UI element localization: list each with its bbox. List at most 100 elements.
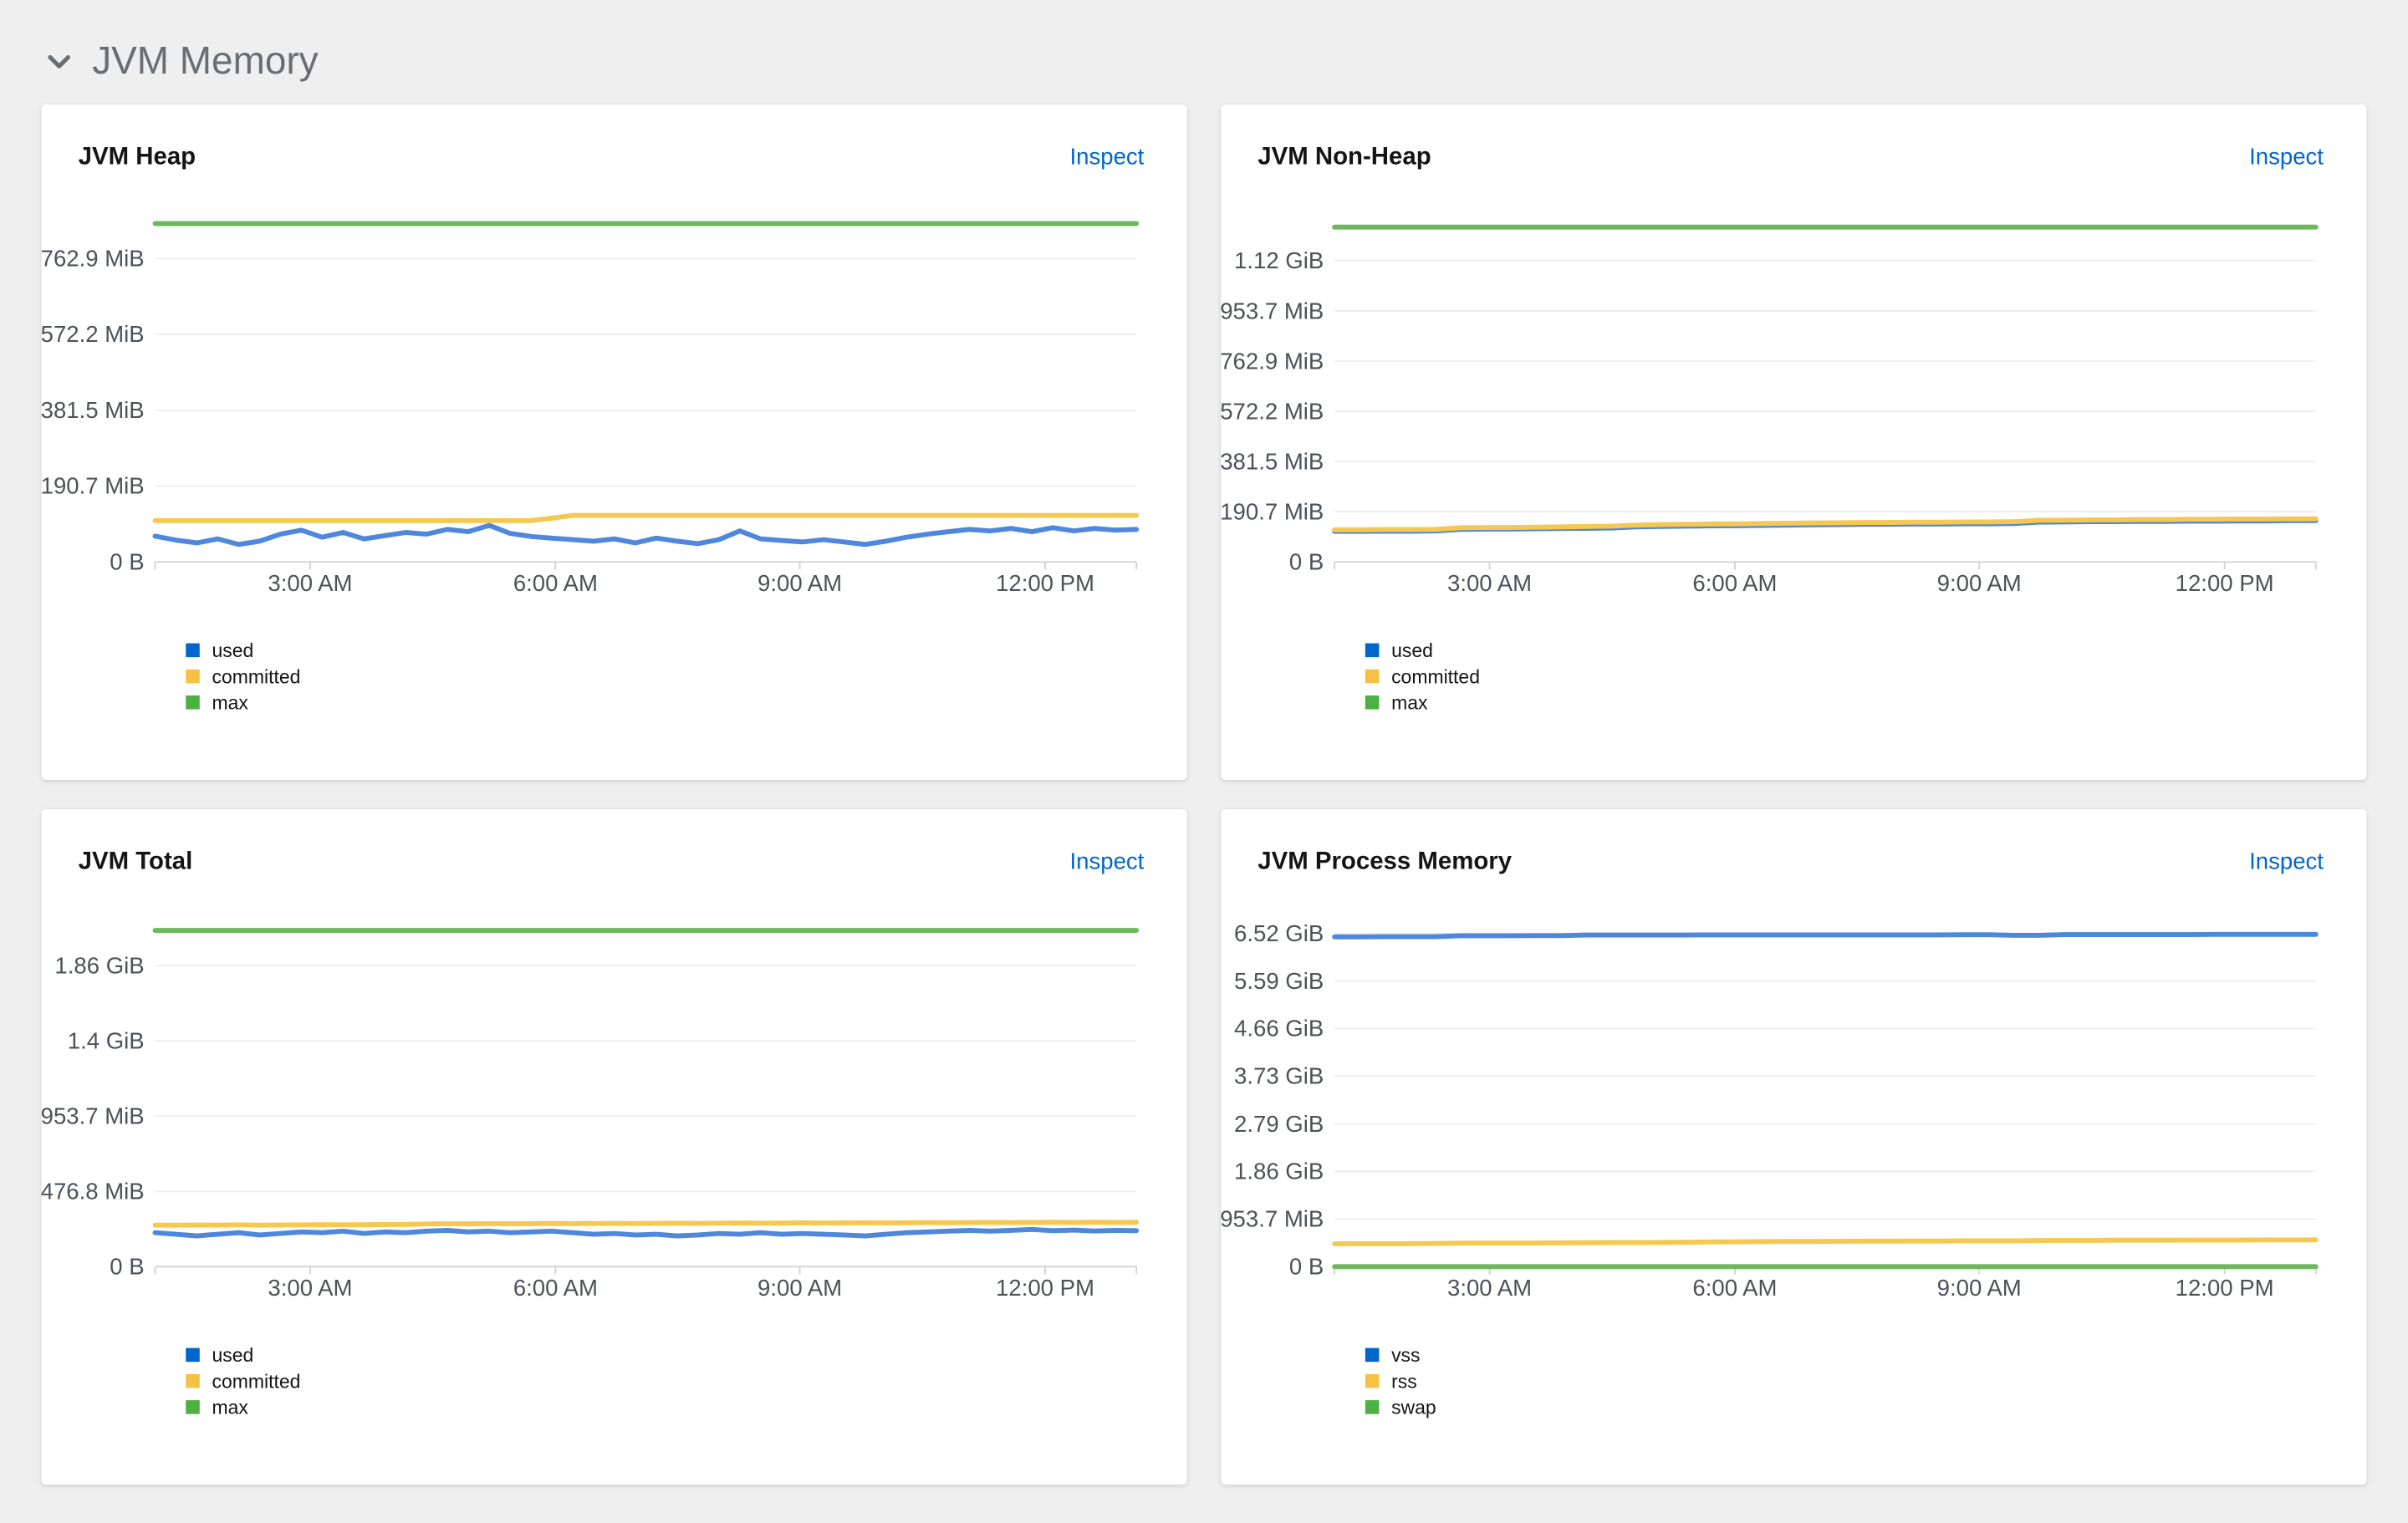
legend-label: committed: [212, 665, 301, 687]
svg-text:12:00 PM: 12:00 PM: [996, 570, 1094, 596]
legend-label: rss: [1391, 1370, 1417, 1392]
svg-text:6:00 AM: 6:00 AM: [1692, 1275, 1777, 1301]
legend-item: committed: [1365, 663, 2367, 689]
card-jvm-total: JVM Total Inspect 0 B 476.8 MiB 953.7 MiB 1…: [41, 808, 1187, 1485]
chart-legend: used committed max: [186, 637, 1187, 716]
legend-label: max: [212, 1396, 248, 1419]
inspect-link[interactable]: Inspect: [2249, 848, 2324, 875]
legend-item: max: [186, 690, 1187, 716]
jvm-total-chart: 0 B 476.8 MiB 953.7 MiB 1.4 GiB 1.86 GiB 3:00…: [42, 928, 1140, 1301]
section-toggle-jvm-memory[interactable]: JVM Memory: [46, 40, 319, 84]
legend-swatch-used: [186, 643, 200, 658]
legend-label: used: [212, 1344, 254, 1366]
svg-text:190.7 MiB: 190.7 MiB: [1221, 498, 1324, 524]
svg-text:476.8 MiB: 476.8 MiB: [42, 1178, 145, 1204]
card-title: JVM Process Memory: [1258, 848, 1513, 875]
svg-text:762.9 MiB: 762.9 MiB: [42, 245, 145, 271]
svg-text:0 B: 0 B: [110, 548, 144, 574]
legend-label: committed: [1391, 665, 1480, 687]
legend-label: committed: [212, 1370, 301, 1392]
legend-item: committed: [186, 663, 1187, 689]
svg-text:2.79 GiB: 2.79 GiB: [1234, 1111, 1324, 1137]
legend-item: used: [186, 1342, 1187, 1368]
svg-text:572.2 MiB: 572.2 MiB: [1221, 398, 1324, 424]
legend-item: rss: [1365, 1368, 2367, 1394]
legend-swatch-committed: [186, 669, 200, 684]
legend-label: max: [1391, 691, 1428, 714]
card-jvm-non-heap: JVM Non-Heap Inspect 0 B 190.7 MiB 381.5 M…: [1221, 104, 2367, 781]
legend-swatch-committed: [1365, 669, 1380, 684]
legend-item: max: [186, 1394, 1187, 1420]
svg-text:190.7 MiB: 190.7 MiB: [42, 473, 145, 499]
card-header: JVM Process Memory Inspect: [1221, 809, 2366, 877]
card-title: JVM Non-Heap: [1258, 144, 1431, 171]
svg-text:3:00 AM: 3:00 AM: [268, 1275, 352, 1301]
svg-text:12:00 PM: 12:00 PM: [2176, 570, 2274, 596]
legend-swatch-max: [186, 695, 200, 710]
inspect-link[interactable]: Inspect: [1069, 848, 1145, 875]
card-header: JVM Total Inspect: [42, 809, 1187, 877]
svg-text:6:00 AM: 6:00 AM: [513, 570, 598, 596]
legend-item: max: [1365, 690, 2367, 716]
svg-text:4.66 GiB: 4.66 GiB: [1234, 1016, 1324, 1042]
svg-text:953.7 MiB: 953.7 MiB: [1221, 298, 1324, 323]
svg-text:5.59 GiB: 5.59 GiB: [1234, 968, 1324, 994]
svg-text:9:00 AM: 9:00 AM: [758, 1275, 842, 1301]
chart-card-grid: JVM Heap Inspect 0 B 190.7 MiB 381.5 MiB 57…: [41, 104, 2367, 1485]
svg-text:6:00 AM: 6:00 AM: [1692, 570, 1777, 596]
legend-swatch-rss: [1365, 1373, 1380, 1388]
card-jvm-process-memory: JVM Process Memory Inspect 0 B 953.7 MiB 1…: [1221, 808, 2367, 1485]
legend-label: max: [212, 691, 248, 714]
card-header: JVM Non-Heap Inspect: [1221, 104, 2366, 172]
inspect-link[interactable]: Inspect: [1069, 144, 1145, 171]
svg-text:953.7 MiB: 953.7 MiB: [1221, 1206, 1324, 1232]
svg-text:572.2 MiB: 572.2 MiB: [42, 321, 145, 347]
legend-swatch-used: [1365, 643, 1380, 658]
jvm-process-memory-chart: 0 B 953.7 MiB 1.86 GiB 2.79 GiB 3.73 GiB 4.66…: [1221, 920, 2319, 1301]
svg-text:0 B: 0 B: [1289, 548, 1324, 574]
chart-legend: vss rss swap: [1365, 1342, 2367, 1420]
svg-text:9:00 AM: 9:00 AM: [1937, 1275, 2022, 1301]
chart-legend: used committed max: [1365, 637, 2367, 716]
angle-down-icon: [48, 54, 70, 69]
legend-swatch-committed: [186, 1373, 200, 1388]
svg-text:381.5 MiB: 381.5 MiB: [1221, 448, 1324, 474]
legend-item: vss: [1365, 1342, 2367, 1368]
legend-item: used: [1365, 637, 2367, 663]
svg-text:6:00 AM: 6:00 AM: [513, 1275, 598, 1301]
svg-text:953.7 MiB: 953.7 MiB: [42, 1103, 145, 1128]
legend-swatch-vss: [1365, 1347, 1380, 1363]
legend-item: committed: [186, 1368, 1187, 1394]
jvm-heap-chart: 0 B 190.7 MiB 381.5 MiB 572.2 MiB 762.9 MiB 3…: [42, 221, 1140, 596]
svg-text:1.86 GiB: 1.86 GiB: [54, 952, 144, 978]
svg-text:6.52 GiB: 6.52 GiB: [1234, 920, 1324, 946]
svg-text:12:00 PM: 12:00 PM: [2176, 1275, 2274, 1301]
svg-text:1.86 GiB: 1.86 GiB: [1234, 1159, 1324, 1184]
svg-text:762.9 MiB: 762.9 MiB: [1221, 348, 1324, 374]
svg-text:0 B: 0 B: [110, 1253, 144, 1279]
legend-swatch-swap: [1365, 1400, 1380, 1414]
legend-swatch-max: [1365, 695, 1380, 710]
card-header: JVM Heap Inspect: [42, 104, 1187, 172]
svg-text:9:00 AM: 9:00 AM: [1937, 570, 2022, 596]
svg-text:0 B: 0 B: [1289, 1253, 1324, 1279]
svg-text:1.4 GiB: 1.4 GiB: [68, 1027, 145, 1053]
svg-text:381.5 MiB: 381.5 MiB: [42, 397, 145, 423]
jvm-non-heap-chart: 0 B 190.7 MiB 381.5 MiB 572.2 MiB 762.9 MiB 9…: [1221, 224, 2319, 596]
legend-swatch-max: [186, 1400, 200, 1414]
svg-text:12:00 PM: 12:00 PM: [996, 1275, 1094, 1301]
section-title: JVM Memory: [92, 39, 319, 84]
svg-text:1.12 GiB: 1.12 GiB: [1234, 247, 1324, 273]
svg-text:3:00 AM: 3:00 AM: [1447, 1275, 1532, 1301]
svg-text:9:00 AM: 9:00 AM: [758, 570, 842, 596]
card-title: JVM Total: [78, 848, 193, 875]
svg-text:3:00 AM: 3:00 AM: [268, 570, 352, 596]
legend-item: used: [186, 637, 1187, 663]
inspect-link[interactable]: Inspect: [2249, 144, 2324, 171]
svg-text:3:00 AM: 3:00 AM: [1447, 570, 1532, 596]
card-title: JVM Heap: [78, 144, 196, 171]
chart-legend: used committed max: [186, 1342, 1187, 1420]
legend-label: used: [1391, 639, 1433, 661]
svg-text:3.73 GiB: 3.73 GiB: [1234, 1062, 1324, 1088]
